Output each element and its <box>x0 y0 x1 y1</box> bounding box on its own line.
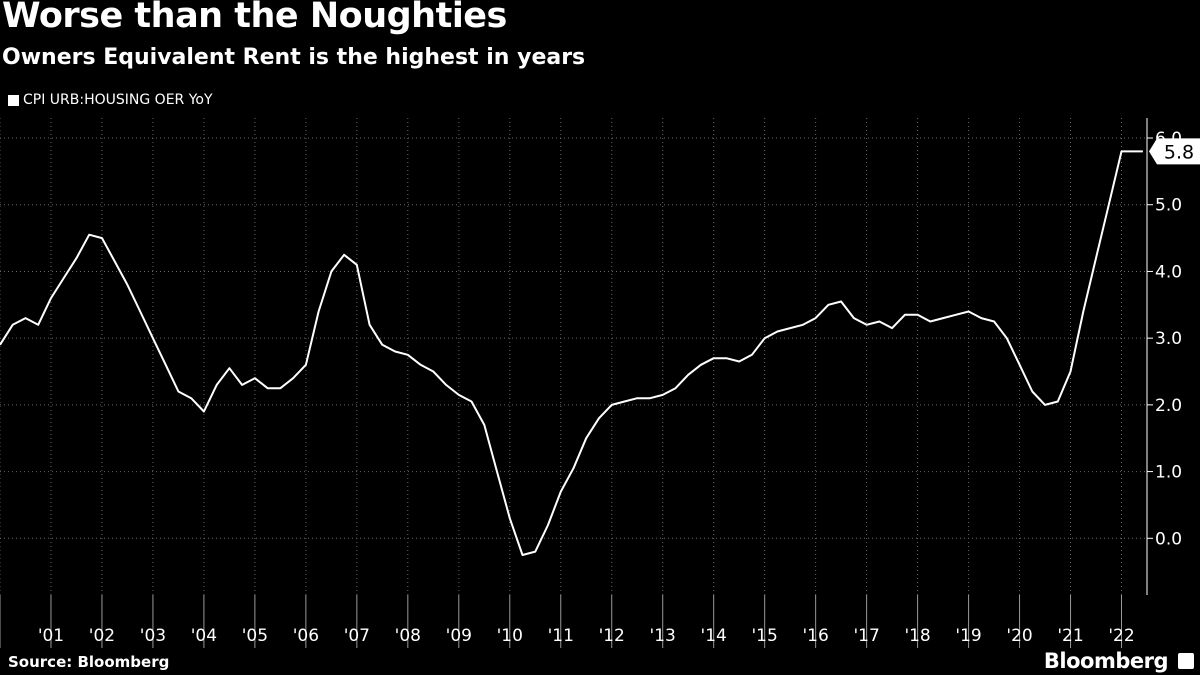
y-tick-label: 3.0 <box>1155 329 1182 349</box>
x-tick-label: '22 <box>1108 626 1134 646</box>
series-line-oer <box>0 150 1143 556</box>
x-tick-label: '12 <box>599 626 625 646</box>
x-tick-label: '05 <box>242 626 268 646</box>
x-tick-label: '16 <box>802 626 828 646</box>
x-tick-label: '07 <box>344 626 370 646</box>
x-tick-label: '03 <box>140 626 166 646</box>
y-tick-label: 0.0 <box>1155 529 1182 549</box>
y-tick-label: 5.0 <box>1155 196 1182 216</box>
x-tick-label: '06 <box>293 626 319 646</box>
y-tick-label: 4.0 <box>1155 262 1182 282</box>
last-value-label: 5.8 <box>1164 141 1194 163</box>
x-tick-label: '21 <box>1057 626 1083 646</box>
x-tick-label: '10 <box>497 626 523 646</box>
x-tick-label: '01 <box>38 626 64 646</box>
x-tick-label: '20 <box>1006 626 1032 646</box>
x-tick-label: '08 <box>395 626 421 646</box>
legend-swatch <box>8 94 19 106</box>
x-tick-label: '09 <box>446 626 472 646</box>
legend-label: CPI URB:HOUSING OER YoY <box>23 92 213 108</box>
y-tick-label: 1.0 <box>1155 463 1182 483</box>
brand-logo: Bloomberg <box>1043 649 1169 673</box>
x-tick-label: '19 <box>955 626 981 646</box>
source-note: Source: Bloomberg <box>8 653 170 671</box>
brand-icon <box>1178 653 1194 669</box>
chart-title: Worse than the Noughties <box>2 0 507 36</box>
x-tick-label: '13 <box>650 626 676 646</box>
x-tick-label: '18 <box>904 626 930 646</box>
chart-subtitle: Owners Equivalent Rent is the highest in… <box>2 45 586 70</box>
x-tick-label: '11 <box>548 626 574 646</box>
x-tick-label: '04 <box>191 626 217 646</box>
last-value-badge <box>1149 138 1200 165</box>
y-tick-label: 2.0 <box>1155 396 1182 416</box>
x-tick-label: '14 <box>701 626 727 646</box>
x-tick-label: '17 <box>853 626 879 646</box>
x-tick-label: '15 <box>752 626 778 646</box>
x-tick-label: '02 <box>89 626 115 646</box>
legend: CPI URB:HOUSING OER YoY <box>8 92 213 108</box>
